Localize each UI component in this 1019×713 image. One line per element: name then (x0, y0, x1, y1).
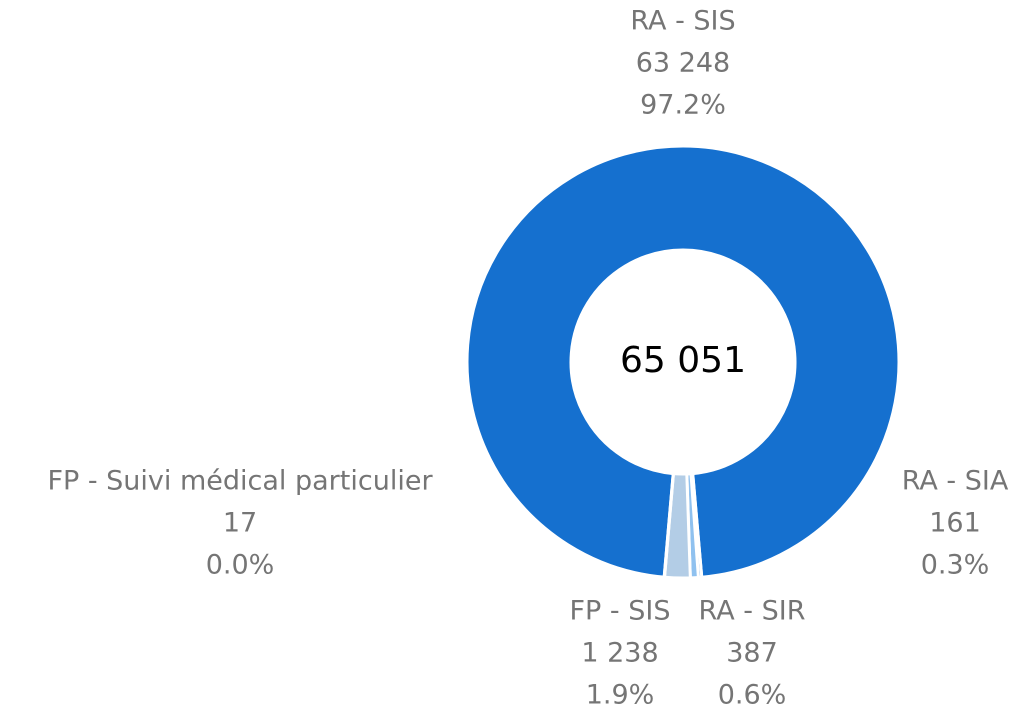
slice-label: FP - SIS (570, 596, 671, 627)
slice-value-label: 1 238 (581, 638, 658, 669)
center-total: 65 051 (620, 340, 746, 381)
slice-value-label: 63 248 (636, 48, 730, 79)
slice-value-label: 161 (929, 508, 981, 539)
slice-percent-label: 0.3% (921, 550, 990, 581)
slice-percent-label: 97.2% (640, 90, 726, 121)
slice-value-label: 17 (223, 508, 257, 539)
slice-label: RA - SIA (902, 466, 1009, 497)
slice-percent-label: 1.9% (586, 680, 655, 711)
slice-value-label: 387 (726, 638, 778, 669)
slice-percent-label: 0.6% (718, 680, 787, 711)
slice-label: RA - SIR (699, 596, 806, 627)
donut-slice (465, 144, 901, 579)
slice-percent-label: 0.0% (206, 550, 275, 581)
slice-label: RA - SIS (630, 6, 735, 37)
donut-slice (662, 471, 676, 579)
slice-label: FP - Suivi médical particulier (47, 466, 433, 497)
